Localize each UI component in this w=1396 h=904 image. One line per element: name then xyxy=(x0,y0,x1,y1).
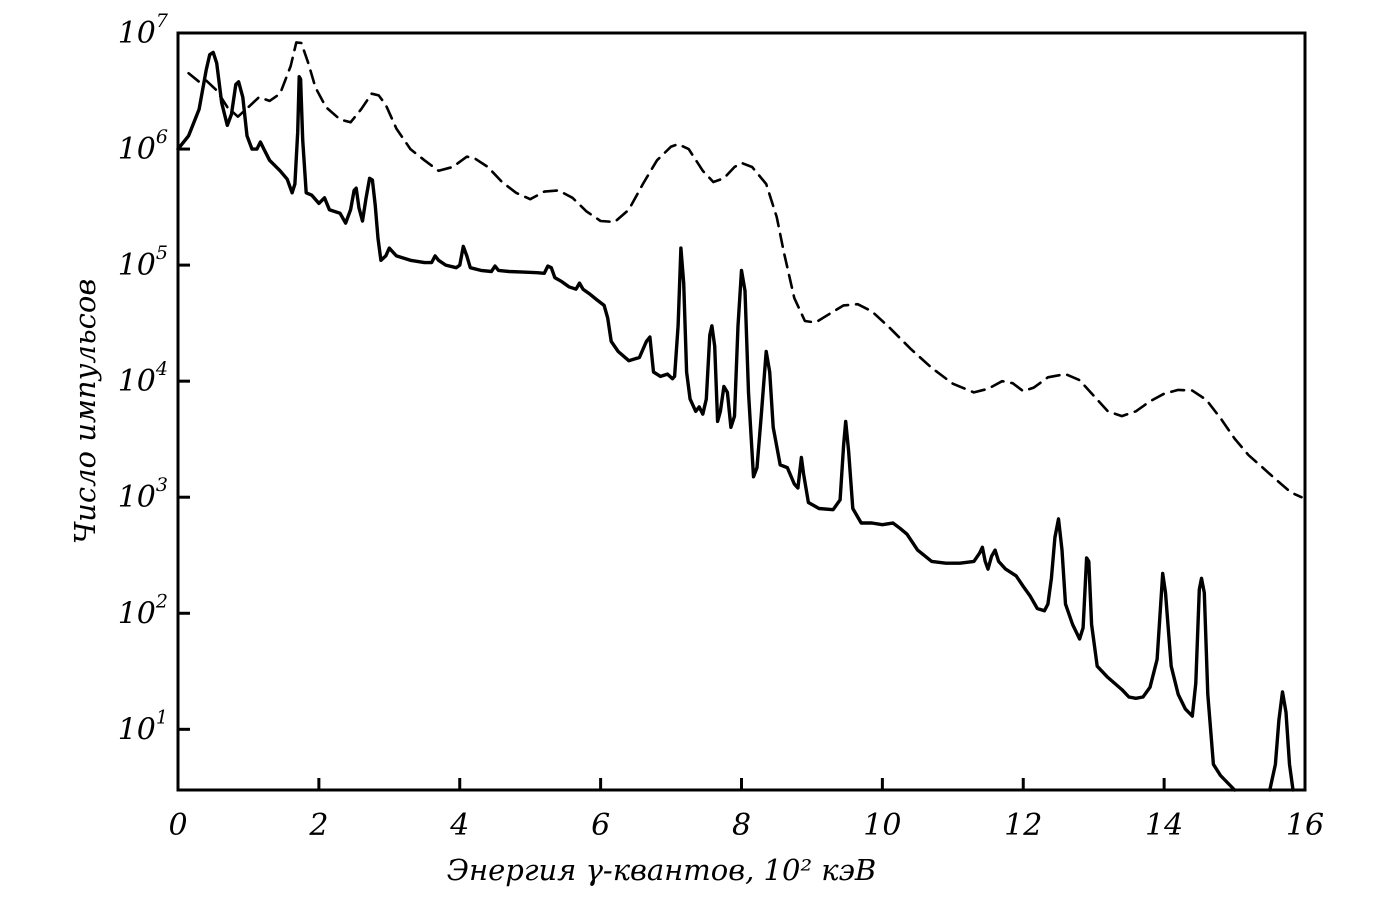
y-tick-label: 102 xyxy=(118,590,168,631)
y-axis-label: Число импульсов xyxy=(68,279,102,545)
x-tick-label: 0 xyxy=(168,808,187,843)
x-tick-label: 14 xyxy=(1145,808,1183,843)
x-tick-label: 16 xyxy=(1286,808,1324,843)
y-tick-label: 101 xyxy=(118,706,168,747)
series-line-dashed-0 xyxy=(187,41,1303,499)
series-line-solid-1 xyxy=(176,50,1237,792)
y-tick-label: 106 xyxy=(118,126,168,167)
x-tick-label: 2 xyxy=(308,808,328,843)
y-tick-label: 107 xyxy=(118,10,169,51)
x-tick-label: 12 xyxy=(1004,808,1042,843)
x-tick-label: 4 xyxy=(449,808,469,843)
series-line-solid-2 xyxy=(1268,690,1295,792)
series-layer xyxy=(176,41,1303,792)
x-tick-label: 6 xyxy=(591,808,610,843)
y-tick-label: 104 xyxy=(118,358,168,399)
x-axis-label: Энергия γ-квантов, 10² кэВ xyxy=(447,853,876,887)
x-tick-label: 10 xyxy=(863,808,901,843)
x-axis-ticks: 0 2 4 6 8 10 12 14 16 xyxy=(168,778,1324,843)
x-tick-label: 8 xyxy=(732,808,751,843)
y-tick-label: 103 xyxy=(118,474,168,515)
y-axis-ticks: 101 102 103 104 105 106 107 xyxy=(118,10,190,747)
y-tick-label: 105 xyxy=(118,242,168,283)
